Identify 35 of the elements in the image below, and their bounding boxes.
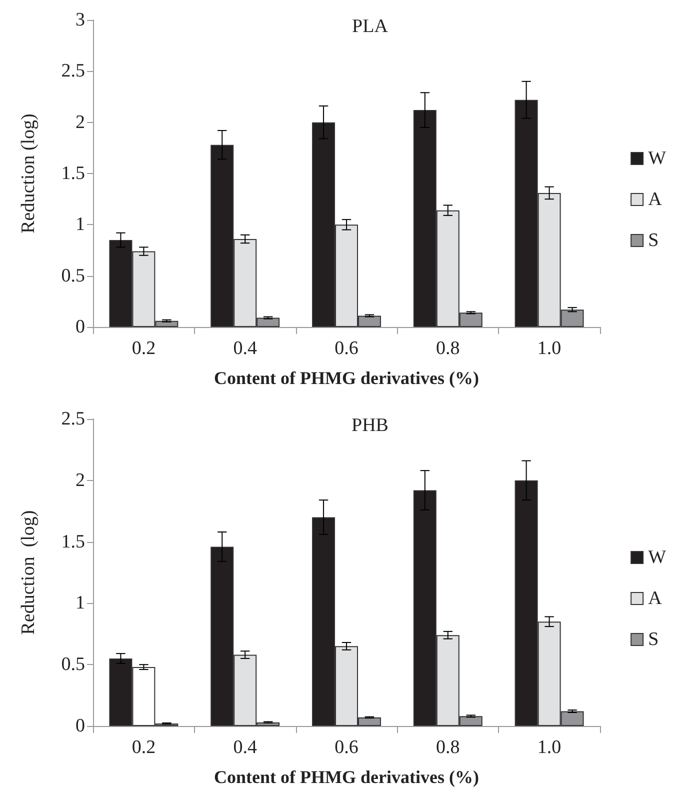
y-tick-label: 0 [76, 316, 85, 338]
legend-label: S [648, 629, 659, 650]
y-tick-label: 1.5 [61, 163, 85, 184]
legend-label: W [648, 148, 666, 169]
legend-label: S [648, 230, 659, 251]
y-tick-label: 1 [76, 592, 85, 614]
x-tick-label: 0.4 [233, 737, 258, 758]
y-tick-label: 1 [76, 214, 85, 236]
x-tick-label: 1.0 [537, 338, 562, 359]
y-tick-label: 2.5 [61, 408, 85, 430]
x-axis-title: Content of PHMG derivatives (%) [214, 767, 479, 787]
y-axis-title: Reduction (log) [18, 510, 39, 635]
legend-label: A [648, 588, 662, 609]
x-tick-label: 0.6 [334, 338, 358, 359]
y-tick-label: 2.5 [61, 60, 85, 82]
x-axis-title: Content of PHMG derivatives (%) [214, 368, 479, 388]
y-tick-label: 1.5 [61, 531, 85, 552]
y-tick-label: 2 [76, 112, 85, 133]
x-tick-label: 0.2 [132, 737, 156, 758]
x-tick-label: 0.2 [132, 338, 156, 359]
y-tick-label: 3 [76, 10, 85, 30]
legend-label: A [648, 189, 662, 210]
chart-title: PHB [352, 415, 388, 436]
x-tick-label: 1.0 [537, 737, 562, 758]
y-tick-label: 0.5 [61, 265, 85, 286]
x-tick-label: 0.4 [233, 338, 258, 359]
legend-label: W [648, 547, 666, 568]
chart-title: PLA [352, 16, 388, 37]
y-axis-title: Reduction (log) [18, 114, 39, 234]
y-tick-label: 2 [76, 470, 85, 491]
x-tick-label: 0.6 [334, 737, 358, 758]
y-tick-label: 0 [76, 716, 85, 736]
y-tick-label: 0.5 [61, 654, 85, 676]
x-tick-label: 0.8 [436, 338, 460, 359]
x-tick-label: 0.8 [436, 737, 460, 758]
